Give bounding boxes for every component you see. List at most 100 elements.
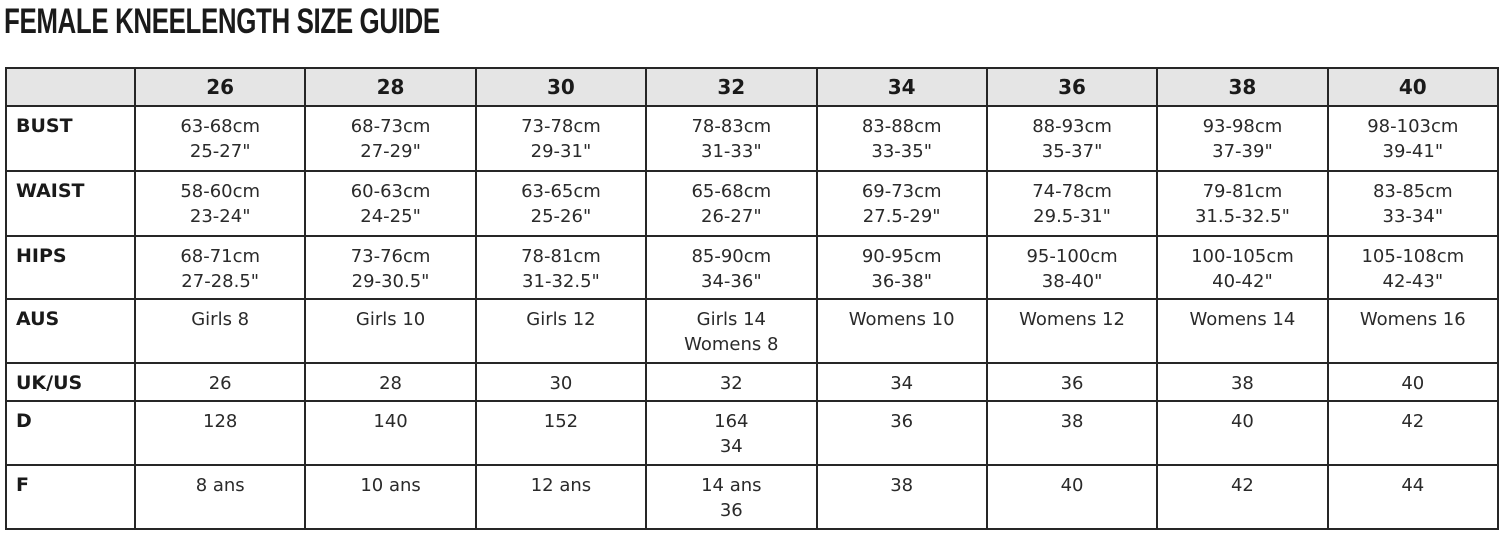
table-cell: Womens 12	[985, 298, 1159, 364]
cell-line: 63-68cm	[180, 116, 261, 137]
table-cell: 58-60cm 23-24"	[133, 170, 307, 237]
table-cell: 36	[985, 362, 1159, 402]
page-title: FEMALE KNEELENGTH SIZE GUIDE	[4, 2, 440, 41]
table-row: F 8 ans 10 ans 12 ans 14 ans 36 38 40 42 44	[5, 464, 1500, 530]
cell-line: 105-108cm	[1361, 246, 1465, 267]
table-cell: 140	[304, 400, 477, 466]
cell-line: 73-76cm	[350, 246, 431, 267]
size-header: 32	[645, 67, 818, 107]
cell-line: 83-88cm	[861, 116, 942, 137]
cell-line: 38	[1230, 373, 1254, 394]
table-cell: 78-83cm 31-33"	[645, 105, 818, 172]
cell-line: 27-29"	[360, 141, 421, 162]
row-label: D	[5, 400, 136, 466]
table-cell: 63-68cm 25-27"	[133, 105, 307, 172]
cell-line: 74-78cm	[1032, 181, 1112, 202]
cell-line: 38-40"	[1041, 271, 1103, 292]
cell-line: 37-39"	[1212, 141, 1273, 162]
cell-line: Womens 14	[1189, 309, 1296, 330]
table-cell: 65-68cm 26-27"	[645, 170, 818, 237]
header-corner	[5, 67, 136, 107]
cell-line: 38	[890, 475, 914, 496]
table-cell: 30	[474, 362, 648, 402]
table-row: WAIST 58-60cm 23-24" 60-63cm 24-25" 63-65cm 25…	[5, 170, 1500, 237]
cell-line: 90-95cm	[861, 246, 942, 267]
table-cell: 83-85cm 33-34"	[1326, 170, 1500, 237]
table-cell: 98-103cm 39-41"	[1326, 105, 1500, 172]
cell-line: 40	[1060, 475, 1084, 496]
table-row: HIPS 68-71cm 27-28.5" 73-76cm 29-30.5" 78-81c…	[5, 235, 1500, 300]
cell-line: 30	[549, 373, 573, 394]
table-cell: 40	[985, 464, 1159, 530]
table-cell: Girls 8	[133, 298, 307, 364]
table-cell: 34	[815, 362, 988, 402]
cell-line: 164	[714, 411, 749, 432]
cell-line: 25-27"	[189, 141, 251, 162]
cell-line: 27-28.5"	[181, 271, 260, 292]
table-cell: Womens 14	[1156, 298, 1329, 364]
cell-line: 31-32.5"	[522, 271, 600, 292]
cell-line: 73-78cm	[521, 116, 601, 137]
cell-line: Womens 12	[1019, 309, 1125, 330]
table-cell: 164 34	[645, 400, 818, 466]
cell-line: 78-81cm	[521, 246, 601, 267]
table-cell: 88-93cm 35-37"	[985, 105, 1159, 172]
table-cell: Womens 10	[815, 298, 988, 364]
cell-line: 69-73cm	[861, 181, 942, 202]
cell-line: 25-26"	[530, 206, 592, 227]
table-cell: Womens 16	[1326, 298, 1500, 364]
table-cell: Girls 14 Womens 8	[645, 298, 818, 364]
cell-line: Girls 12	[526, 309, 596, 330]
table-cell: 93-98cm 37-39"	[1156, 105, 1329, 172]
cell-line: Womens 16	[1359, 309, 1466, 330]
cell-line: 26	[208, 373, 232, 394]
cell-line: 8 ans	[195, 475, 245, 496]
cell-line: 68-73cm	[350, 116, 431, 137]
table-cell: 100-105cm 40-42"	[1156, 235, 1329, 300]
cell-line: 31-33"	[701, 141, 762, 162]
table-cell: 128	[133, 400, 307, 466]
cell-line: 36-38"	[871, 271, 932, 292]
table-cell: 38	[815, 464, 988, 530]
cell-line: 29.5-31"	[1033, 206, 1111, 227]
cell-line: 34	[719, 436, 743, 457]
table-cell: 44	[1326, 464, 1500, 530]
table-cell: 73-78cm 29-31"	[474, 105, 648, 172]
table-cell: 8 ans	[133, 464, 307, 530]
table-cell: 68-71cm 27-28.5"	[133, 235, 307, 300]
table-cell: 63-65cm 25-26"	[474, 170, 648, 237]
table-cell: 105-108cm 42-43"	[1326, 235, 1500, 300]
table-row: AUS Girls 8 Girls 10 Girls 12 Girls 14 Womens…	[5, 298, 1500, 364]
cell-line: 78-83cm	[691, 116, 772, 137]
cell-line: 79-81cm	[1202, 181, 1283, 202]
size-header: 38	[1156, 67, 1329, 107]
cell-line: 26-27"	[701, 206, 762, 227]
size-header: 36	[985, 67, 1159, 107]
cell-line: 93-98cm	[1202, 116, 1283, 137]
cell-line: 44	[1401, 475, 1425, 496]
cell-line: 32	[719, 373, 743, 394]
row-label: HIPS	[5, 235, 136, 300]
size-header: 30	[474, 67, 648, 107]
row-label: UK/US	[5, 362, 136, 402]
cell-line: 140	[373, 411, 408, 432]
cell-line: 27.5-29"	[862, 206, 941, 227]
table-cell: 26	[133, 362, 307, 402]
cell-line: 34-36"	[701, 271, 762, 292]
cell-line: 40	[1230, 411, 1254, 432]
cell-line: 88-93cm	[1032, 116, 1112, 137]
size-header: 40	[1326, 67, 1500, 107]
table-cell: 79-81cm 31.5-32.5"	[1156, 170, 1329, 237]
cell-line: 58-60cm	[180, 181, 261, 202]
table-cell: 69-73cm 27.5-29"	[815, 170, 988, 237]
cell-line: 95-100cm	[1026, 246, 1118, 267]
table-cell: 78-81cm 31-32.5"	[474, 235, 648, 300]
table-cell: 36	[815, 400, 988, 466]
table-cell: 28	[304, 362, 477, 402]
cell-line: 42-43"	[1382, 271, 1444, 292]
cell-line: 42	[1401, 411, 1425, 432]
cell-line: 10 ans	[360, 475, 421, 496]
cell-line: 28	[379, 373, 403, 394]
cell-line: 98-103cm	[1367, 116, 1459, 137]
header-row: 26 28 30 32 34 36 38 40	[5, 67, 1500, 107]
